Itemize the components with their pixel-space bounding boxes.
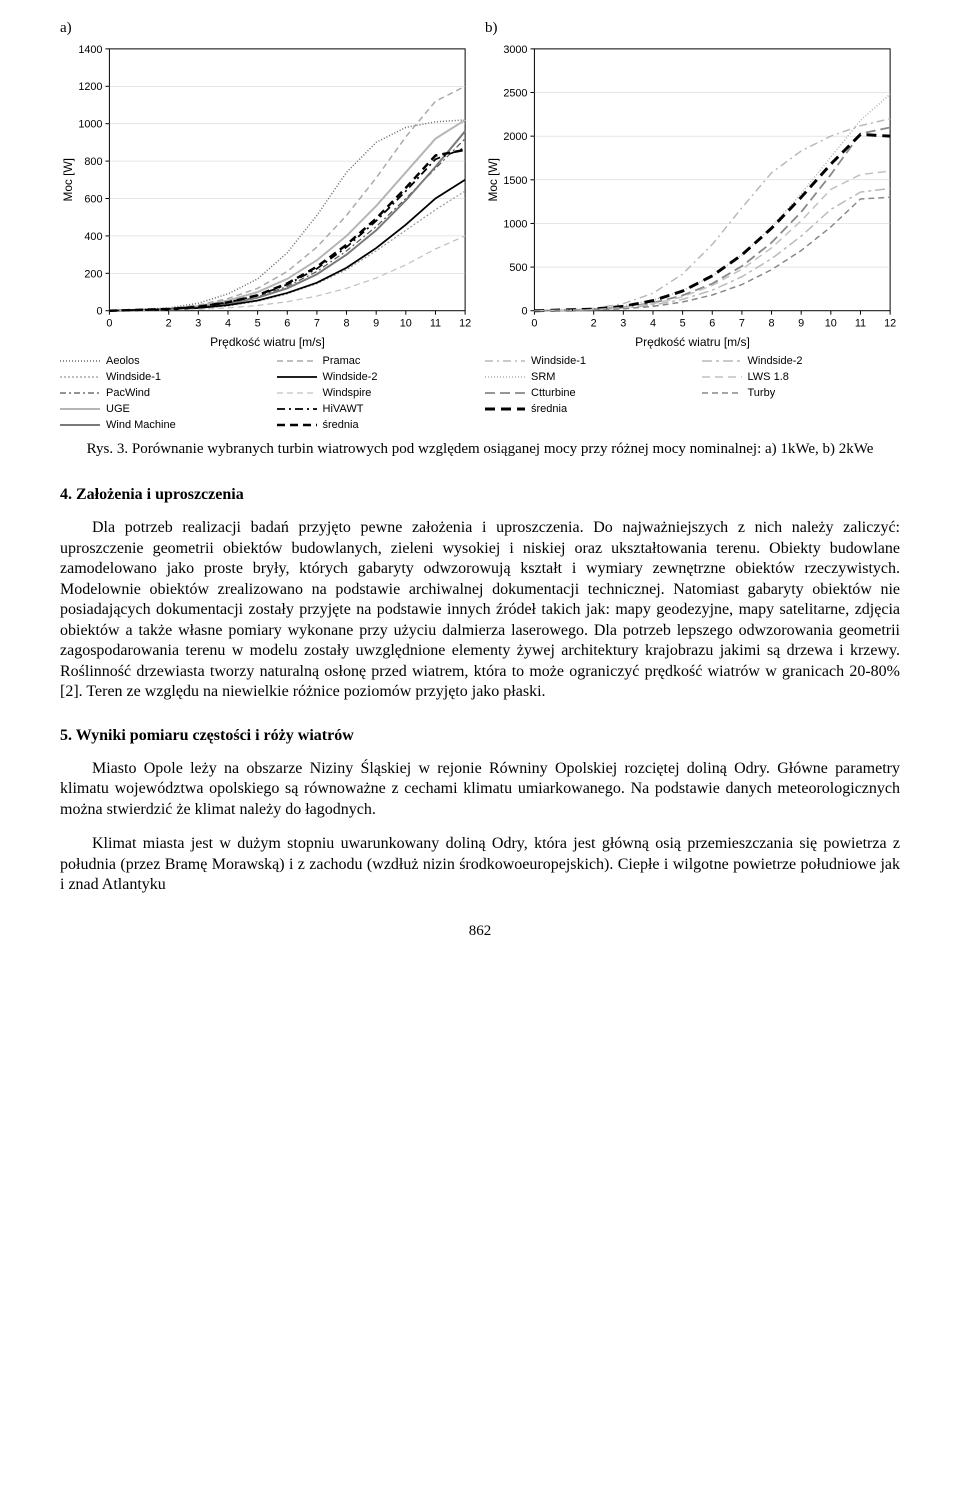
chart-a-legend: Aeolos Windside-1 PacWind UGE Wind Machine Pr…: [60, 353, 475, 433]
legend-label: LWS 1.8: [748, 371, 789, 383]
legend-item: SRM: [485, 369, 684, 385]
legend-item: PacWind: [60, 385, 259, 401]
svg-text:6: 6: [709, 318, 715, 330]
legend-item: UGE: [60, 401, 259, 417]
legend-item: Pramac: [277, 353, 476, 369]
legend-label: Windside-1: [531, 355, 586, 367]
svg-text:7: 7: [739, 318, 745, 330]
legend-label: Pramac: [323, 355, 361, 367]
svg-text:9: 9: [373, 318, 379, 330]
svg-text:2000: 2000: [503, 131, 527, 143]
legend-item: Wind Machine: [60, 417, 259, 433]
section4-para: Dla potrzeb realizacji badań przyjęto pe…: [60, 518, 900, 702]
legend-item: Windspire: [277, 385, 476, 401]
legend-label: UGE: [106, 403, 130, 415]
svg-text:10: 10: [825, 318, 837, 330]
legend-item: Aeolos: [60, 353, 259, 369]
legend-item: średnia: [485, 401, 684, 417]
svg-text:0: 0: [96, 306, 102, 318]
svg-text:800: 800: [84, 156, 102, 168]
legend-item: Windside-1: [485, 353, 684, 369]
svg-text:12: 12: [459, 318, 471, 330]
svg-text:600: 600: [84, 193, 102, 205]
svg-text:11: 11: [855, 318, 866, 330]
svg-text:10: 10: [400, 318, 412, 330]
svg-text:400: 400: [84, 231, 102, 243]
charts-row: a) 0200400600800100012001400023456789101…: [60, 20, 900, 433]
chart-a-container: a) 0 200 400 600 800 1000 1200 1400 0 2 3 4 5 6 7 8 9 10 1…: [60, 20, 475, 433]
section5-heading: 5. Wyniki pomiaru częstości i róży wiatr…: [60, 727, 900, 745]
legend-item: Windside-2: [277, 369, 476, 385]
chart-b-label: b): [485, 20, 900, 37]
legend-item: HiVAWT: [277, 401, 476, 417]
svg-text:8: 8: [769, 318, 775, 330]
legend-label: średnia: [323, 419, 359, 431]
svg-text:1400: 1400: [78, 44, 102, 56]
legend-label: PacWind: [106, 387, 150, 399]
svg-text:2500: 2500: [503, 87, 527, 99]
svg-text:3: 3: [195, 318, 201, 330]
svg-text:5: 5: [680, 318, 686, 330]
chart-b-container: b) 0 500 1000 1500 2000 2500 3000 0 2 3 4 5 6 7 8 9 10 11…: [485, 20, 900, 433]
legend-label: Windside-2: [748, 355, 803, 367]
svg-text:Moc [W]: Moc [W]: [61, 158, 75, 201]
svg-text:1500: 1500: [503, 175, 527, 187]
section4-heading: 4. Założenia i uproszczenia: [60, 486, 900, 504]
svg-text:1000: 1000: [78, 119, 102, 131]
svg-text:4: 4: [225, 318, 231, 330]
legend-label: Windside-2: [323, 371, 378, 383]
page-number: 862: [60, 923, 900, 940]
svg-text:Moc [W]: Moc [W]: [486, 158, 500, 201]
legend-label: Wind Machine: [106, 419, 176, 431]
legend-item: LWS 1.8: [702, 369, 901, 385]
svg-text:2: 2: [591, 318, 597, 330]
legend-label: średnia: [531, 403, 567, 415]
svg-text:12: 12: [884, 318, 896, 330]
svg-text:1000: 1000: [503, 218, 527, 230]
svg-text:7: 7: [314, 318, 320, 330]
svg-text:6: 6: [284, 318, 290, 330]
legend-item: Windside-1: [60, 369, 259, 385]
svg-text:3: 3: [620, 318, 626, 330]
legend-label: Windside-1: [106, 371, 161, 383]
chart-b-legend: Windside-1 SRM Ctturbine średnia Windside-2 L…: [485, 353, 900, 417]
svg-text:0: 0: [531, 318, 537, 330]
svg-text:9: 9: [798, 318, 804, 330]
svg-text:500: 500: [509, 262, 527, 274]
svg-text:0: 0: [106, 318, 112, 330]
chart-a-label: a): [60, 20, 475, 37]
svg-text:2: 2: [166, 318, 172, 330]
legend-item: Ctturbine: [485, 385, 684, 401]
svg-text:11: 11: [430, 318, 441, 330]
legend-item: średnia: [277, 417, 476, 433]
svg-text:5: 5: [255, 318, 261, 330]
legend-label: Turby: [748, 387, 776, 399]
legend-label: HiVAWT: [323, 403, 364, 415]
legend-item: Turby: [702, 385, 901, 401]
chart-b-xlabel: Prędkość wiatru [m/s]: [485, 335, 900, 349]
svg-text:3000: 3000: [503, 44, 527, 56]
svg-text:8: 8: [344, 318, 350, 330]
legend-label: Aeolos: [106, 355, 140, 367]
section5-para2: Klimat miasta jest w dużym stopniu uwaru…: [60, 834, 900, 895]
legend-label: Ctturbine: [531, 387, 576, 399]
figure-caption: Rys. 3. Porównanie wybranych turbin wiat…: [60, 441, 900, 458]
svg-text:200: 200: [84, 268, 102, 280]
svg-text:4: 4: [650, 318, 656, 330]
legend-item: Windside-2: [702, 353, 901, 369]
svg-text:0: 0: [521, 306, 527, 318]
chart-a-xlabel: Prędkość wiatru [m/s]: [60, 335, 475, 349]
legend-label: Windspire: [323, 387, 372, 399]
legend-label: SRM: [531, 371, 555, 383]
section5-para1: Miasto Opole leży na obszarze Niziny Ślą…: [60, 759, 900, 820]
svg-text:1200: 1200: [78, 81, 102, 93]
chart-b: 0 500 1000 1500 2000 2500 3000 0 2 3 4 5 6 7 8 9 10 11 12 M…: [485, 39, 900, 335]
chart-a: 0 200 400 600 800 1000 1200 1400 0 2 3 4 5 6 7 8 9 10 11 12…: [60, 39, 475, 335]
